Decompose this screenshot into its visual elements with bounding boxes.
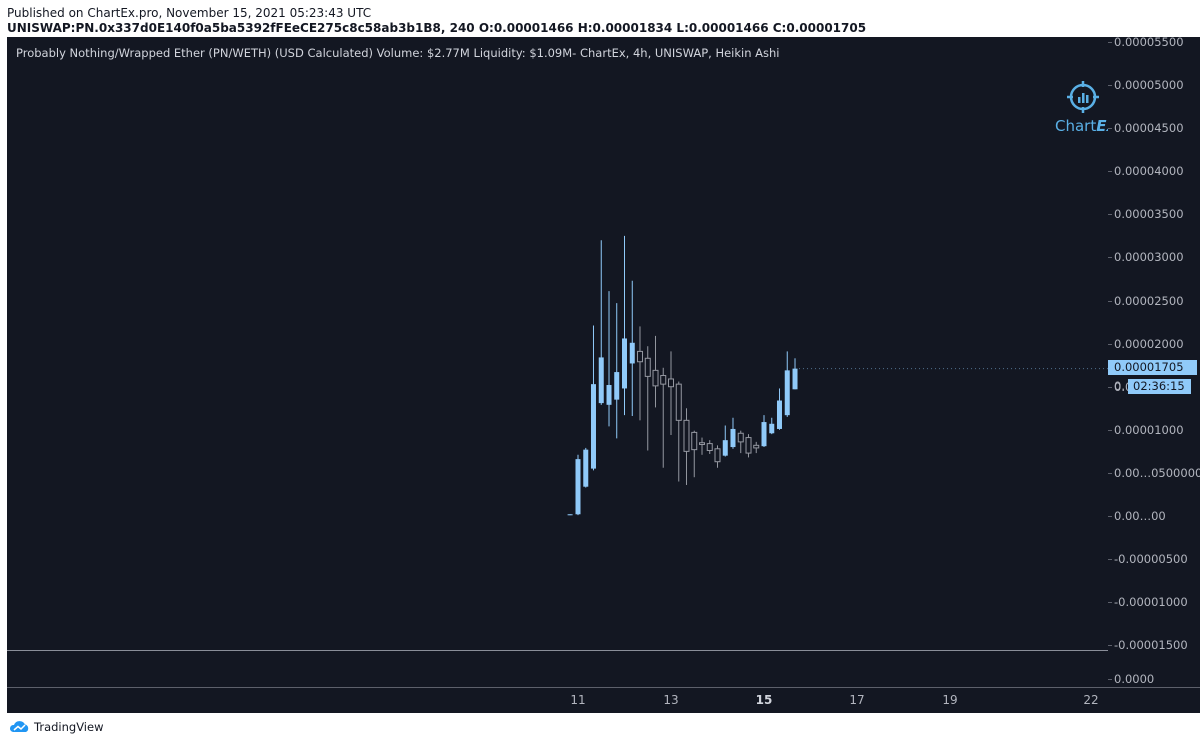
y-tick-label: 0.00001000 — [1108, 422, 1184, 437]
candle — [567, 514, 573, 516]
candle-body — [753, 444, 760, 449]
candlestick-plot — [567, 235, 1108, 516]
candle-body — [644, 357, 651, 377]
y-tick-label: 0.00004500 — [1108, 121, 1184, 136]
candle-body — [714, 448, 721, 463]
candle-body — [629, 342, 635, 364]
candle — [761, 415, 767, 448]
candle — [629, 280, 635, 417]
candle-body — [761, 422, 767, 447]
candle-body — [575, 459, 581, 515]
candle-body — [675, 383, 682, 421]
candle-body — [614, 372, 620, 400]
x-tick-label: 13 — [663, 693, 679, 707]
candle-body — [792, 368, 798, 390]
candle-body — [652, 369, 659, 387]
candle-body — [737, 432, 744, 443]
candle-body — [699, 442, 706, 445]
candle-body — [598, 357, 604, 404]
candle — [614, 303, 620, 439]
candle-body — [660, 375, 667, 385]
candle-body — [784, 370, 790, 416]
candle — [683, 408, 690, 485]
candle — [737, 430, 744, 454]
candle-body — [706, 443, 713, 452]
chartex-logo: ChartEX — [1047, 77, 1118, 137]
candle — [660, 367, 667, 468]
candle-body — [683, 419, 690, 452]
last-price-label: 0.00001705 — [1108, 360, 1197, 375]
y-tick-label: -0.00001500 — [1108, 638, 1188, 653]
candle-body — [622, 338, 627, 389]
candle — [675, 381, 682, 482]
footer[interactable]: TradingView — [8, 719, 103, 735]
pane-separator[interactable] — [7, 650, 1200, 651]
x-tick-label: 15 — [755, 693, 773, 707]
candle-body — [606, 385, 612, 405]
candle-body — [730, 428, 736, 448]
candle — [769, 417, 775, 435]
candle — [622, 235, 627, 416]
y-tick-label: -0.00000500 — [1108, 552, 1188, 567]
x-tick-label: 11 — [570, 693, 586, 707]
candle — [776, 388, 782, 430]
y-tick-label: 0.00…00 — [1108, 509, 1166, 523]
candle — [644, 346, 651, 451]
bar-countdown-label: 02:36:15 — [1128, 379, 1191, 394]
y-tick-label: 0.00005500 — [1108, 35, 1184, 49]
symbol-ohlc-line: UNISWAP:PN.0x337d0E140f0a5ba5392fFEeCE27… — [7, 21, 867, 35]
tradingview-label: TradingView — [34, 720, 104, 734]
y-tick-label: 0.0000 — [1107, 672, 1155, 686]
chart-pane[interactable]: Probably Nothing/Wrapped Ether (PN/WETH)… — [7, 37, 1118, 650]
y-tick-label: 0.00003500 — [1108, 207, 1184, 222]
y-tick-label: 0.00003000 — [1108, 250, 1184, 265]
candle-body — [636, 350, 643, 363]
candle-body — [776, 400, 782, 429]
x-tick-label: 17 — [849, 693, 865, 707]
candle — [668, 351, 674, 435]
candle-body — [583, 449, 589, 487]
chart-legend: Probably Nothing/Wrapped Ether (PN/WETH)… — [16, 46, 780, 60]
published-line: Published on ChartEx.pro, November 15, 2… — [7, 6, 372, 20]
candle-body — [590, 384, 596, 469]
candle — [691, 430, 698, 478]
candle — [575, 454, 581, 516]
tradingview-cloud-icon — [9, 721, 29, 732]
candle — [722, 425, 728, 457]
candle — [598, 240, 604, 405]
candle — [583, 447, 589, 488]
x-tick-label: 19 — [942, 693, 958, 707]
candle — [745, 434, 752, 458]
candle-body — [769, 423, 775, 434]
countdown-prefix: 0. — [1114, 379, 1125, 393]
candle — [792, 358, 798, 390]
target-logo-icon — [1067, 81, 1099, 113]
candle — [753, 441, 760, 454]
candle-body — [691, 431, 698, 451]
candle-body — [668, 378, 674, 388]
candle-body — [567, 514, 573, 516]
candle — [590, 325, 596, 471]
y-tick-label: 0.00005000 — [1108, 78, 1184, 93]
candle — [606, 291, 612, 427]
lower-pane — [7, 651, 1108, 687]
y-tick-label: 0.00004000 — [1108, 164, 1184, 179]
candle — [706, 440, 713, 454]
candle-body — [745, 437, 752, 454]
candle — [699, 437, 706, 455]
candle — [652, 335, 659, 408]
candle — [784, 351, 790, 417]
candle — [730, 417, 736, 449]
candle — [714, 445, 721, 468]
candle — [636, 326, 643, 421]
x-tick-label: 22 — [1083, 693, 1099, 707]
y-tick-label: -0.00001000 — [1108, 595, 1188, 610]
time-axis[interactable]: 11 13 15 17 19 22 — [7, 687, 1200, 713]
y-tick-label: 0.00002000 — [1108, 336, 1184, 351]
candle-body — [722, 440, 728, 456]
y-tick-label: 0.00002500 — [1108, 293, 1184, 308]
y-tick-label: 0.00…0500000 — [1107, 466, 1200, 480]
